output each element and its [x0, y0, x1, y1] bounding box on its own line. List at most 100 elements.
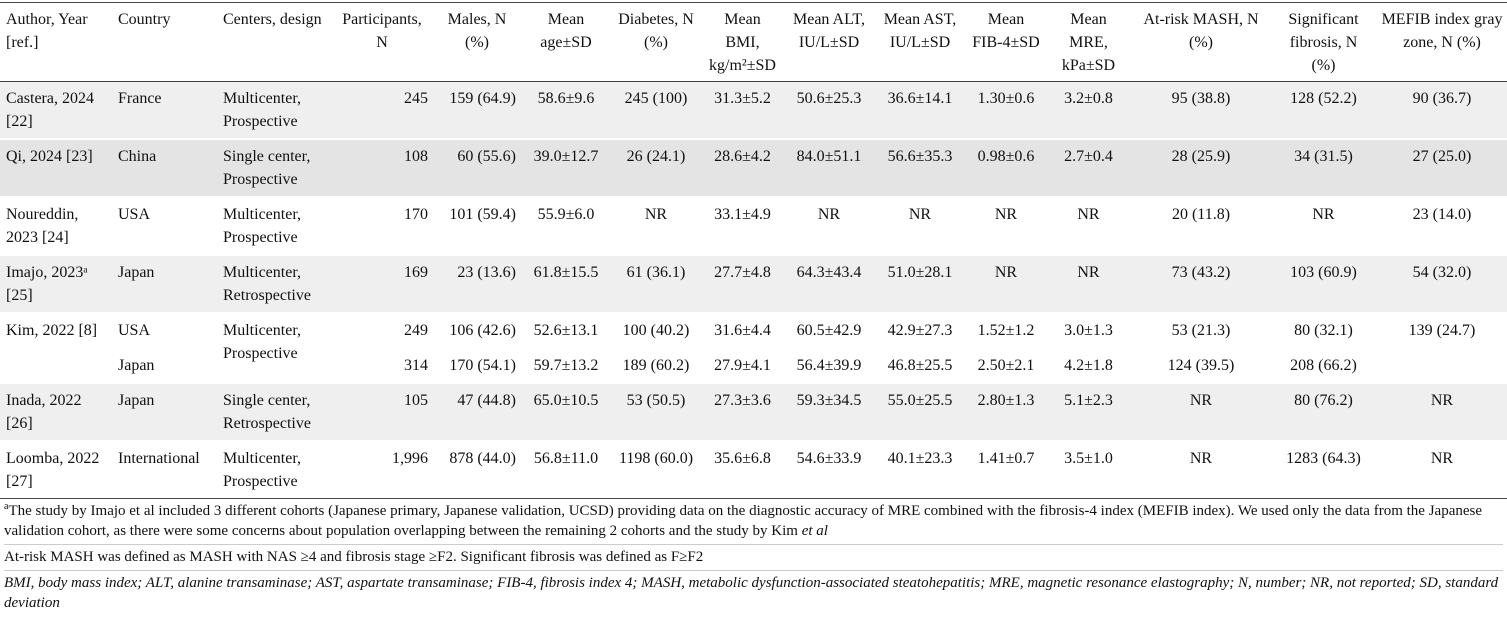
- table-row: Castera, 2024 [22] France Multicenter, Pro…: [0, 81, 1507, 140]
- table-cell: 58.6±9.6: [520, 81, 610, 140]
- table-cell: 31.6±4.4: [700, 313, 783, 349]
- table-cell: 33.1±4.9: [700, 197, 783, 256]
- design-cell: Single center, Prospective: [217, 139, 330, 198]
- author-cell: Inada, 2022 [26]: [0, 383, 112, 442]
- table-cell: 61 (36.1): [610, 255, 700, 314]
- column-header: Mean MRE, kPa±SD: [1045, 2, 1130, 82]
- column-header: Mean age±SD: [520, 2, 610, 82]
- table-cell: 2.7±0.4: [1045, 139, 1130, 198]
- table-cell: 103 (60.9): [1270, 255, 1375, 314]
- table-cell: 80 (76.2): [1270, 383, 1375, 442]
- table-cell: 5.1±2.3: [1045, 383, 1130, 442]
- column-header: Diabetes, N (%): [610, 2, 700, 82]
- table-row: Japan 314 170 (54.1) 59.7±13.2 189 (60.2) 27.…: [0, 348, 1507, 384]
- table-cell: 56.4±39.9: [783, 348, 873, 384]
- table-cell: 46.8±25.5: [873, 348, 965, 384]
- table-cell: France: [112, 81, 217, 140]
- author-cell: Kim, 2022 [8]: [0, 313, 112, 384]
- design-cell: Multicenter, Prospective: [217, 197, 330, 256]
- table-cell: 27.7±4.8: [700, 255, 783, 314]
- design-cell: Multicenter, Prospective: [217, 313, 330, 384]
- mefib-cell: 23 (14.0): [1375, 197, 1507, 256]
- table-cell: International: [112, 441, 217, 499]
- header-row: Author, Year [ref.] Country Centers, desig…: [0, 2, 1507, 82]
- mefib-cell: NR: [1375, 441, 1507, 499]
- column-header: Mean AST, IU/L±SD: [873, 2, 965, 82]
- table-cell: 314: [330, 348, 432, 384]
- table-cell: Japan: [112, 255, 217, 314]
- table-cell: 53 (21.3): [1130, 313, 1270, 349]
- table-cell: 245: [330, 81, 432, 140]
- table-row: Imajo, 2023ᵃ [25] Japan Multicenter, Retro…: [0, 255, 1507, 314]
- table-cell: 189 (60.2): [610, 348, 700, 384]
- table-cell: USA: [112, 313, 217, 349]
- table-body: Castera, 2024 [22] France Multicenter, Pro…: [0, 81, 1507, 499]
- table-cell: 52.6±13.1: [520, 313, 610, 349]
- table-cell: 245 (100): [610, 81, 700, 140]
- footnote: BMI, body mass index; ALT, alanine trans…: [4, 571, 1503, 616]
- mefib-cell: NR: [1375, 383, 1507, 442]
- table-cell: 55.9±6.0: [520, 197, 610, 256]
- table-cell: 28 (25.9): [1130, 139, 1270, 198]
- author-cell: Castera, 2024 [22]: [0, 81, 112, 140]
- column-header: Mean BMI, kg/m²±SD: [700, 2, 783, 82]
- table-cell: 47 (44.8): [432, 383, 520, 442]
- table-row: Inada, 2022 [26] Japan Single center, Retr…: [0, 383, 1507, 442]
- table-cell: 0.98±0.6: [965, 139, 1045, 198]
- table-cell: NR: [1270, 197, 1375, 256]
- table-cell: 34 (31.5): [1270, 139, 1375, 198]
- table-cell: 101 (59.4): [432, 197, 520, 256]
- author-cell: Imajo, 2023ᵃ [25]: [0, 255, 112, 314]
- table-cell: 170: [330, 197, 432, 256]
- table-cell: 108: [330, 139, 432, 198]
- footnote-emphasis: et al: [801, 523, 828, 539]
- column-header: Significant fibrosis, N (%): [1270, 2, 1375, 82]
- table-cell: 60 (55.6): [432, 139, 520, 198]
- table-cell: 3.2±0.8: [1045, 81, 1130, 140]
- column-header: At-risk MASH, N (%): [1130, 2, 1270, 82]
- column-header: MEFIB index gray zone, N (%): [1375, 2, 1507, 82]
- table-cell: 31.3±5.2: [700, 81, 783, 140]
- table-cell: NR: [783, 197, 873, 256]
- table-cell: NR: [965, 255, 1045, 314]
- footnote-text: At-risk MASH was defined as MASH with NA…: [4, 549, 704, 565]
- column-header: Mean FIB-4±SD: [965, 2, 1045, 82]
- table-cell: 105: [330, 383, 432, 442]
- table-cell: 1198 (60.0): [610, 441, 700, 499]
- table-cell: 59.7±13.2: [520, 348, 610, 384]
- table-cell: 59.3±34.5: [783, 383, 873, 442]
- table-cell: 73 (43.2): [1130, 255, 1270, 314]
- table-cell: 100 (40.2): [610, 313, 700, 349]
- table-cell: 84.0±51.1: [783, 139, 873, 198]
- table-cell: 40.1±23.3: [873, 441, 965, 499]
- table-cell: NR: [1130, 383, 1270, 442]
- table-cell: 55.0±25.5: [873, 383, 965, 442]
- author-cell: Qi, 2024 [23]: [0, 139, 112, 198]
- footnote-marker: a: [4, 501, 9, 512]
- author-cell: Noureddin, 2023 [24]: [0, 197, 112, 256]
- footnote-text: The study by Imajo et al included 3 diff…: [4, 503, 1482, 539]
- table-cell: NR: [1130, 441, 1270, 499]
- column-header: Males, N (%): [432, 2, 520, 82]
- footnotes: aThe study by Imajo et al included 3 dif…: [0, 499, 1507, 616]
- table-cell: Japan: [112, 383, 217, 442]
- table-cell: 2.50±2.1: [965, 348, 1045, 384]
- table-cell: 27.9±4.1: [700, 348, 783, 384]
- mefib-cell: 27 (25.0): [1375, 139, 1507, 198]
- table-cell: 169: [330, 255, 432, 314]
- table-cell: Japan: [112, 348, 217, 384]
- table-cell: 53 (50.5): [610, 383, 700, 442]
- table-cell: 23 (13.6): [432, 255, 520, 314]
- design-cell: Single center, Retrospective: [217, 383, 330, 442]
- table-cell: 64.3±43.4: [783, 255, 873, 314]
- table-cell: 208 (66.2): [1270, 348, 1375, 384]
- table-cell: 1,996: [330, 441, 432, 499]
- design-cell: Multicenter, Prospective: [217, 81, 330, 140]
- table-cell: 878 (44.0): [432, 441, 520, 499]
- table-cell: NR: [873, 197, 965, 256]
- table-cell: 3.5±1.0: [1045, 441, 1130, 499]
- table-cell: 3.0±1.3: [1045, 313, 1130, 349]
- table-cell: 35.6±6.8: [700, 441, 783, 499]
- table-row: Kim, 2022 [8] USA Multicenter, Prospective…: [0, 313, 1507, 384]
